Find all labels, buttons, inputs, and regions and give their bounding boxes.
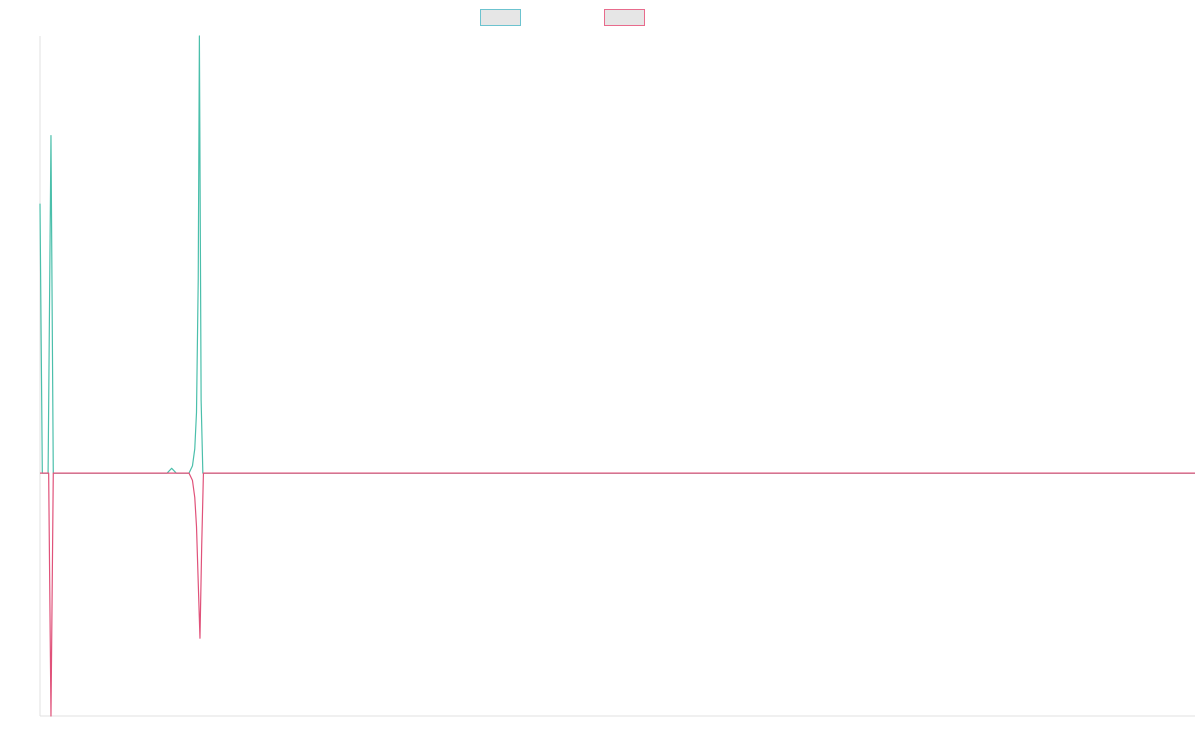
legend bbox=[480, 9, 645, 26]
plot-area bbox=[39, 35, 1195, 717]
legend-swatch-series-1 bbox=[480, 9, 521, 26]
axes bbox=[39, 36, 1195, 717]
series-line-1 bbox=[39, 35, 1195, 474]
legend-swatch-series-2 bbox=[604, 9, 645, 26]
series-line-2 bbox=[40, 472, 1195, 717]
